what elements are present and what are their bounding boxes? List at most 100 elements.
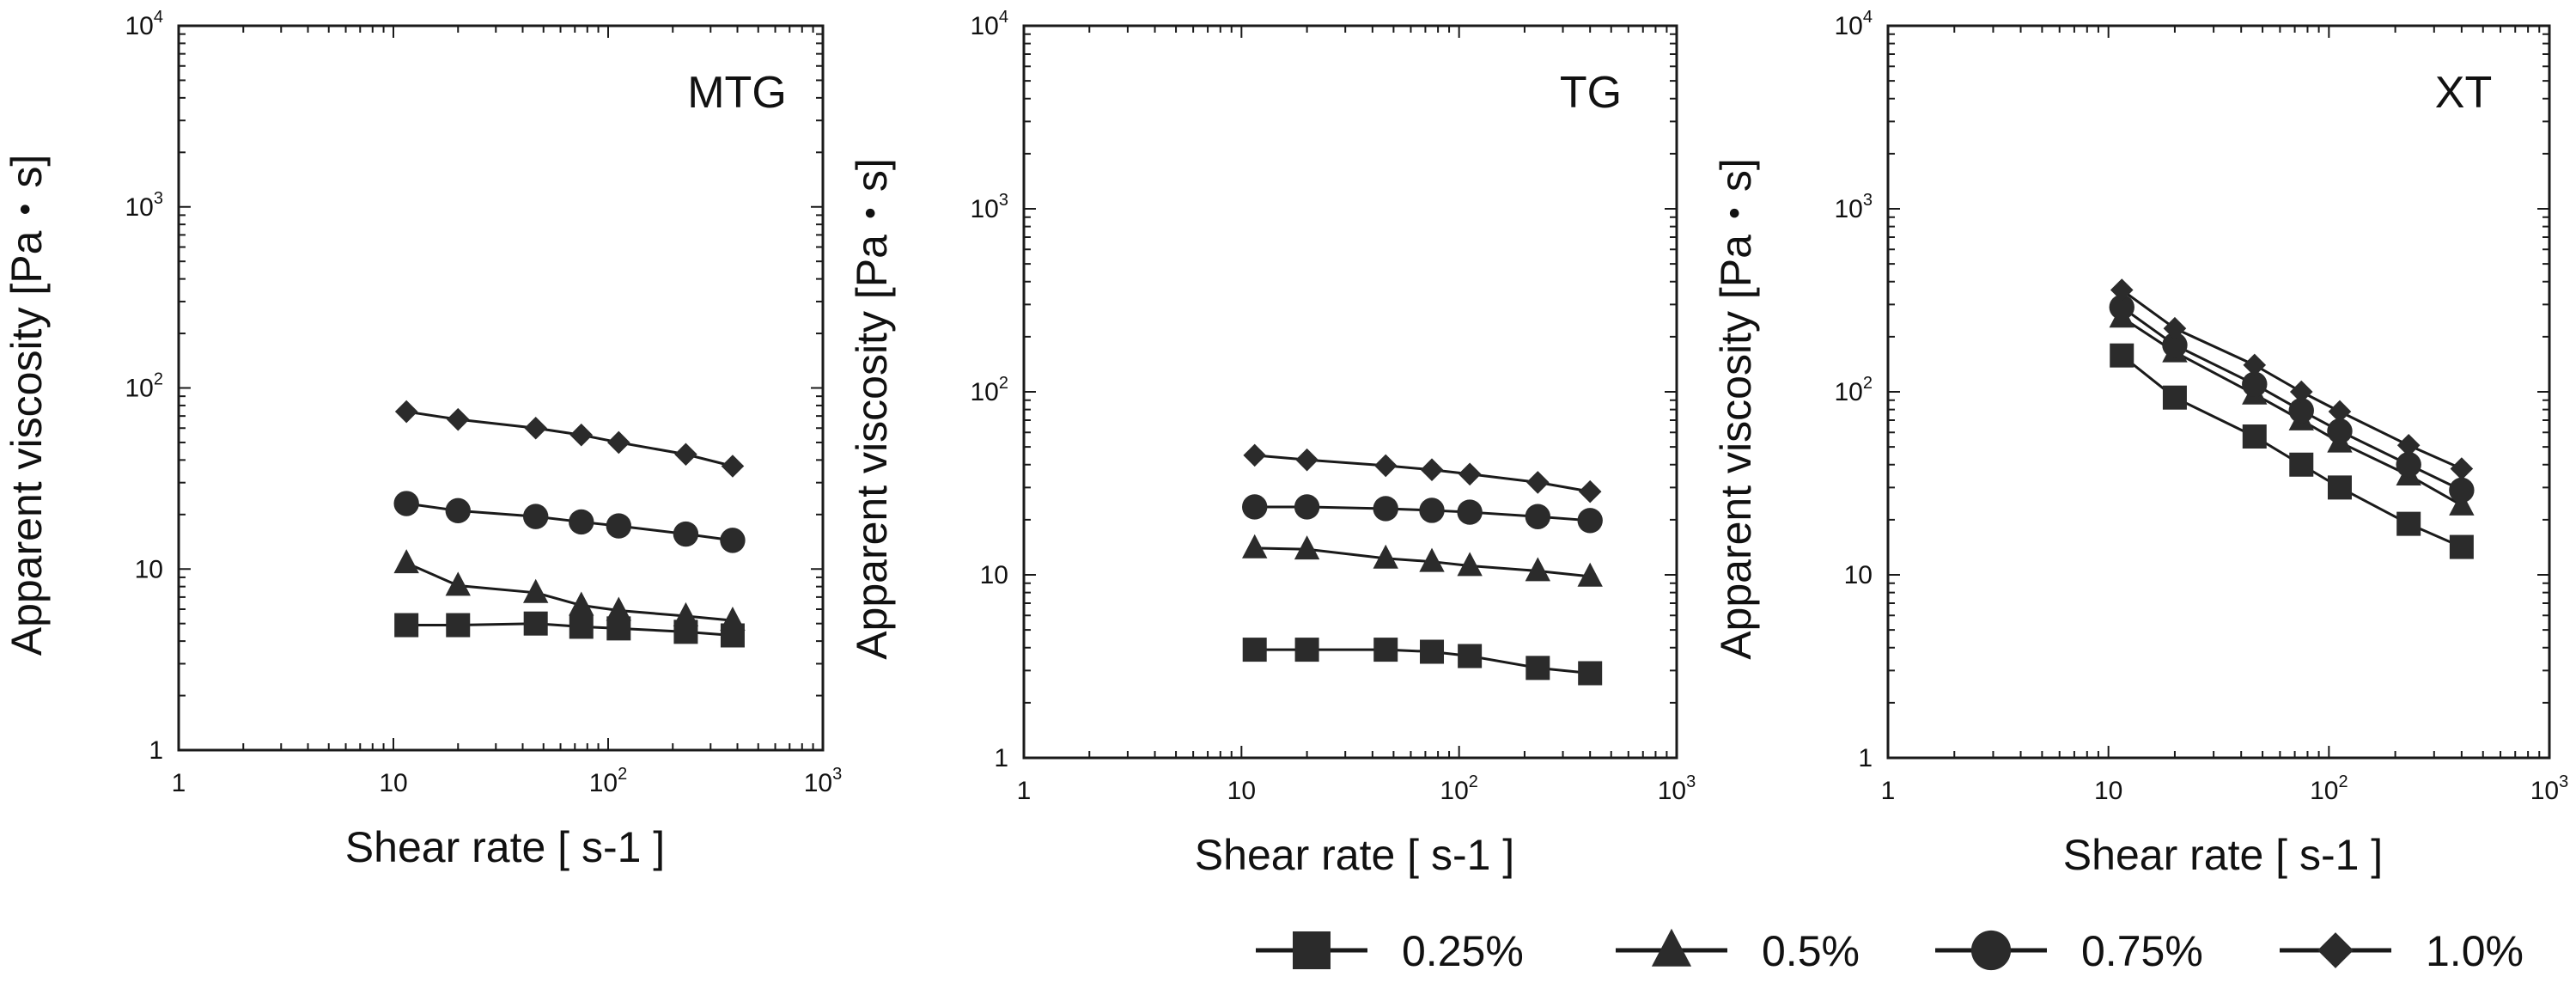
axis-ticks <box>1024 26 1677 758</box>
data-point-square <box>2289 452 2314 477</box>
x-tick-label: 1 <box>1017 777 1032 805</box>
series-s05 <box>1242 534 1603 587</box>
y-tick-label: 1 <box>994 744 1008 772</box>
data-point-diamond <box>721 455 745 478</box>
x-tick-label-base: 10 <box>379 769 407 797</box>
x-tick-label: 102 <box>2310 772 2348 805</box>
x-tick-label-base: 10 <box>2530 777 2559 805</box>
data-point-circle <box>2396 452 2421 478</box>
legend-label: 0.75% <box>2081 927 2203 975</box>
data-point-triangle <box>569 591 594 616</box>
series-s075 <box>2109 294 2475 504</box>
data-point-circle <box>2449 477 2475 504</box>
y-axis-title: Apparent viscosity [Pa・s] <box>848 158 896 660</box>
data-point-circle <box>673 521 699 547</box>
legend-label: 0.25% <box>1402 927 1524 975</box>
series-s025 <box>2110 343 2474 559</box>
x-tick-label-exp: 3 <box>1686 772 1696 791</box>
x-tick-label: 102 <box>589 765 628 797</box>
legend-item-s10: 1.0% <box>2280 927 2524 975</box>
x-tick-label: 10 <box>1227 777 1256 805</box>
data-point-circle <box>1525 504 1551 529</box>
y-axis-title: Apparent viscosity [Pa・s] <box>1712 158 1760 660</box>
data-point-diamond <box>1526 471 1550 494</box>
y-tick-label-base: 10 <box>971 12 999 40</box>
y-tick-label: 102 <box>125 370 164 403</box>
data-point-circle <box>445 498 471 524</box>
panel-title: TG <box>1560 68 1622 118</box>
series-s10 <box>1243 443 1602 504</box>
data-point-circle <box>2288 398 2314 424</box>
x-tick-label: 103 <box>804 765 843 797</box>
x-axis-title: Shear rate [ s-1 ] <box>345 823 665 871</box>
x-tick-label-base: 1 <box>172 769 186 797</box>
x-axis-title: Shear rate [ s-1 ] <box>1195 831 1514 879</box>
data-point-diamond <box>2450 457 2474 480</box>
panel-title: MTG <box>687 68 787 118</box>
data-point-triangle <box>2449 491 2475 516</box>
data-point-square <box>1526 656 1550 681</box>
data-point-triangle <box>522 578 549 603</box>
data-point-square <box>1420 639 1445 664</box>
y-tick-label-exp: 2 <box>154 370 163 389</box>
data-point-square <box>1578 661 1603 686</box>
data-point-circle <box>1577 508 1603 534</box>
legend-item-s05: 0.5% <box>1616 927 1860 975</box>
y-tick-label-exp: 4 <box>1863 8 1873 27</box>
x-tick-label: 10 <box>2094 777 2122 805</box>
y-tick-label-base: 10 <box>125 375 154 403</box>
y-tick-label-base: 1 <box>149 736 163 765</box>
y-tick-label: 1 <box>149 736 163 765</box>
x-tick-label-base: 10 <box>1658 777 1686 805</box>
x-tick-label: 1 <box>1881 777 1896 805</box>
legend-item-s025: 0.25% <box>1256 927 1524 975</box>
data-point-diamond <box>1578 479 1602 504</box>
x-tick-label-exp: 2 <box>618 765 627 784</box>
data-point-diamond <box>1420 458 1444 482</box>
y-tick-label-base: 10 <box>125 193 154 222</box>
data-point-diamond <box>1458 462 1482 486</box>
data-point-circle <box>720 528 746 553</box>
series-s075 <box>393 491 746 553</box>
data-point-triangle <box>720 607 746 632</box>
data-point-square <box>2162 385 2187 410</box>
data-point-circle <box>569 509 594 535</box>
data-point-circle <box>1419 498 1445 523</box>
legend-marker-square <box>1293 931 1331 969</box>
data-point-triangle <box>1242 534 1268 559</box>
y-tick-label-base: 10 <box>135 555 163 583</box>
legend-marker-diamond <box>2317 932 2354 968</box>
y-tick-label-base: 10 <box>125 12 154 40</box>
plot-frame <box>1022 24 1678 760</box>
data-point-triangle <box>1419 547 1445 572</box>
series-s025 <box>1242 638 1603 686</box>
data-point-circle <box>2162 332 2188 358</box>
y-tick-label: 1 <box>1858 744 1873 772</box>
y-tick-label-base: 1 <box>1858 744 1873 772</box>
y-tick-label-base: 10 <box>1835 195 1863 223</box>
axis-ticks <box>1888 26 2549 758</box>
y-tick-label-exp: 4 <box>999 8 1008 27</box>
y-tick-label: 10 <box>135 555 163 583</box>
data-point-diamond <box>2396 433 2421 457</box>
series-s10 <box>394 400 745 478</box>
x-tick-label-base: 10 <box>2310 777 2338 805</box>
y-tick-label: 10 <box>1844 561 1873 589</box>
x-tick-label: 103 <box>2530 772 2569 805</box>
y-tick-label-base: 10 <box>1835 12 1863 40</box>
x-tick-label-exp: 2 <box>1469 772 1478 791</box>
y-tick-label-base: 10 <box>1844 561 1873 589</box>
y-tick-label-exp: 2 <box>999 374 1008 393</box>
data-point-diamond <box>674 443 697 467</box>
y-tick-label: 102 <box>1835 374 1873 406</box>
data-point-diamond <box>394 400 418 424</box>
data-point-triangle <box>673 601 699 626</box>
series-s05 <box>393 549 746 632</box>
data-point-square <box>523 611 548 636</box>
data-point-square <box>569 614 594 639</box>
x-tick-label-base: 1 <box>1881 777 1896 805</box>
data-point-circle <box>606 513 632 539</box>
data-point-diamond <box>2289 380 2313 404</box>
x-tick-label: 10 <box>379 769 407 797</box>
